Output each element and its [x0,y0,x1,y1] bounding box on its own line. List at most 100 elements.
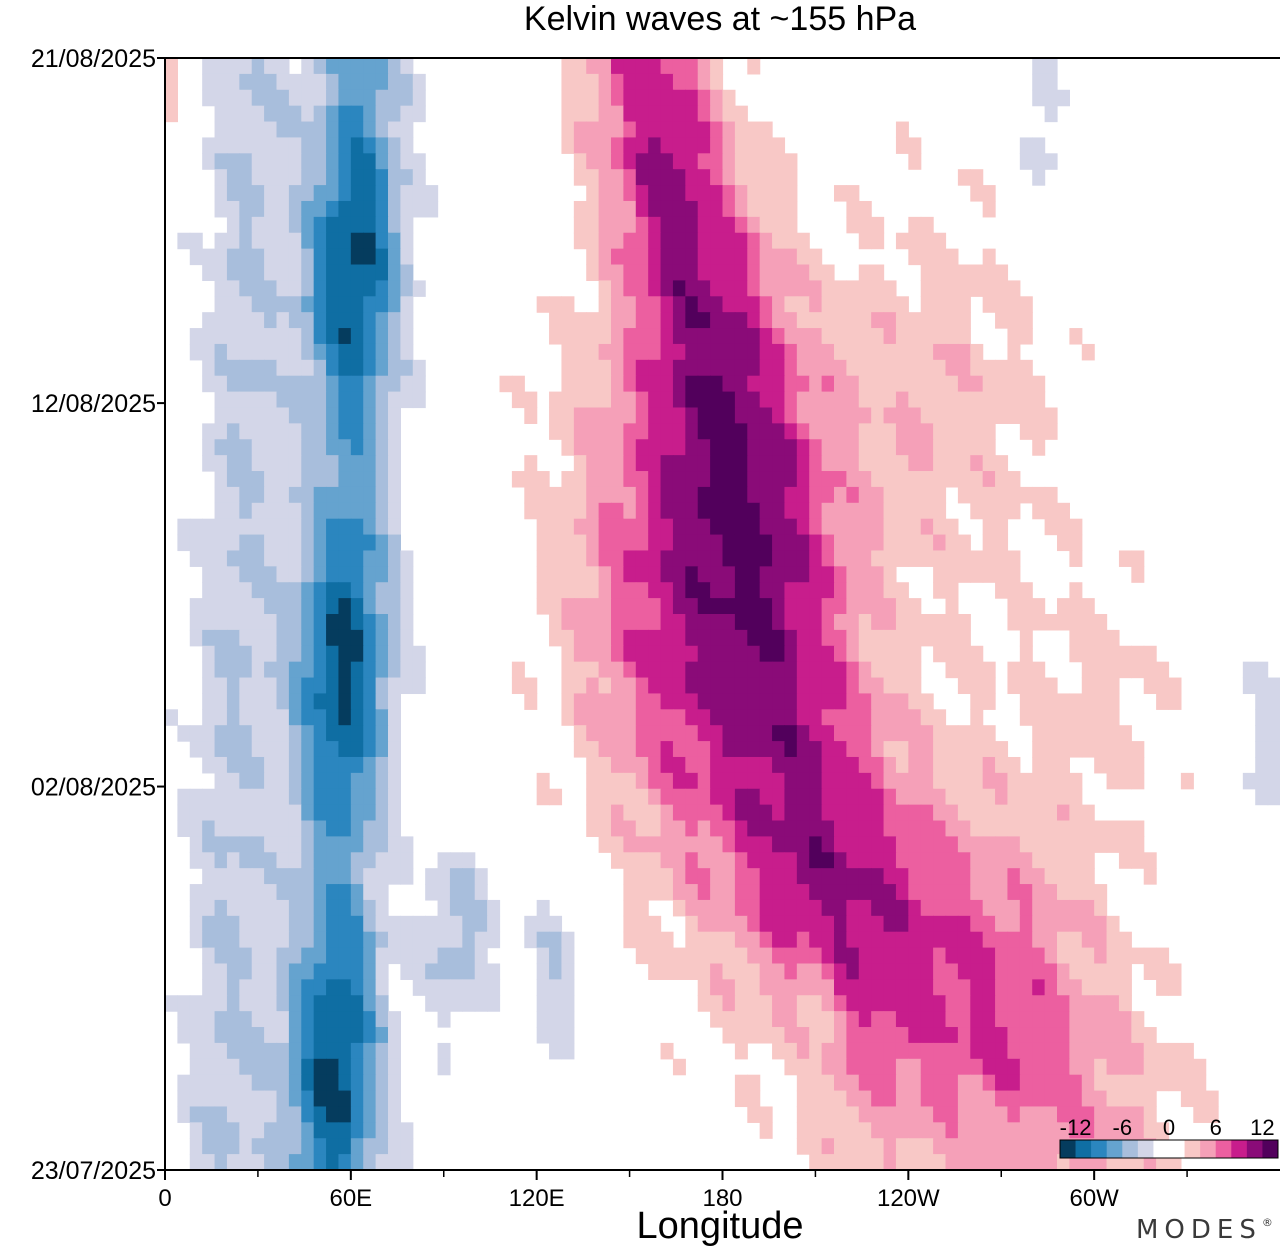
field-cell [536,1027,550,1044]
field-cell [1069,804,1083,822]
field-cell [573,407,587,424]
field-cell [784,407,798,424]
field-cell [1032,1122,1046,1139]
field-cell [363,693,377,710]
field-cell [784,661,798,679]
field-cell [970,852,984,869]
field-cell [672,264,686,281]
field-cell [549,915,563,933]
field-cell [1069,629,1083,647]
field-cell [623,852,637,869]
field-cell [1106,820,1120,837]
field-cell [821,741,835,758]
field-cell [177,518,191,536]
field-cell [375,407,389,424]
field-cell [239,566,253,583]
field-cell [648,312,662,329]
field-cell [635,566,649,583]
field-cell [1118,1122,1132,1139]
field-cell [734,502,748,520]
field-cell [400,58,414,75]
field-cell [895,836,909,853]
field-cell [313,598,327,615]
field-cell [1032,137,1046,154]
field-cell [202,1027,216,1044]
field-cell [276,455,290,472]
field-cell [326,1154,340,1170]
field-cell [759,804,773,822]
field-cell [239,280,253,297]
field-cell [834,629,847,647]
field-cell [388,153,401,170]
field-cell [945,931,959,949]
field-cell [611,852,624,869]
field-cell [313,248,327,266]
field-cell [313,502,327,520]
field-cell [995,471,1009,488]
field-cell [895,296,909,313]
field-cell [549,486,563,504]
field-cell [251,169,265,186]
field-cell [858,518,872,536]
field-cell [338,216,352,234]
field-cell [759,407,773,424]
field-cell [722,121,736,139]
field-cell [363,502,377,520]
field-cell [957,677,971,695]
field-cell [264,73,278,91]
field-cell [970,756,984,774]
field-cell [635,868,649,885]
field-cell [883,343,897,361]
field-cell [524,407,538,424]
field-cell [772,312,786,329]
field-cell [995,1122,1009,1139]
field-cell [350,772,364,790]
field-cell [202,359,216,377]
field-cell [821,502,835,520]
field-cell [326,137,340,154]
field-cell [1057,979,1070,996]
field-cell [821,725,835,742]
field-cell [908,709,922,726]
field-cell [672,868,686,885]
field-cell [1044,614,1058,631]
field-cell [276,963,290,980]
field-cell [710,121,724,139]
field-cell [412,105,426,123]
field-cell [276,915,290,933]
field-cell [685,439,699,456]
field-cell [288,343,302,361]
field-cell [226,471,240,488]
field-cell [697,534,711,552]
field-cell [1044,407,1058,424]
field-cell [598,741,612,758]
field-cell [1007,1027,1021,1044]
field-cell [623,185,637,202]
field-cell [648,58,662,75]
field-cell [363,296,377,313]
field-cell [239,296,253,313]
field-cell [784,693,798,710]
field-cell [226,1122,240,1139]
field-cell [1094,1090,1108,1108]
field-cell [858,359,872,377]
field-cell [747,963,761,980]
field-cell [313,1074,327,1092]
field-cell [363,518,377,536]
field-cell [747,471,761,488]
field-cell [1081,852,1095,869]
field-cell [871,709,885,726]
field-cell [747,884,761,901]
field-cell [834,995,847,1012]
field-cell [821,852,835,869]
field-cell [1069,1106,1083,1123]
field-cell [1094,629,1108,647]
field-cell [784,788,798,806]
field-cell [1094,820,1108,837]
field-cell [784,439,798,456]
field-cell [846,709,860,726]
field-cell [697,979,711,996]
field-cell [908,375,922,393]
field-cell [895,725,909,742]
field-cell [363,645,377,663]
